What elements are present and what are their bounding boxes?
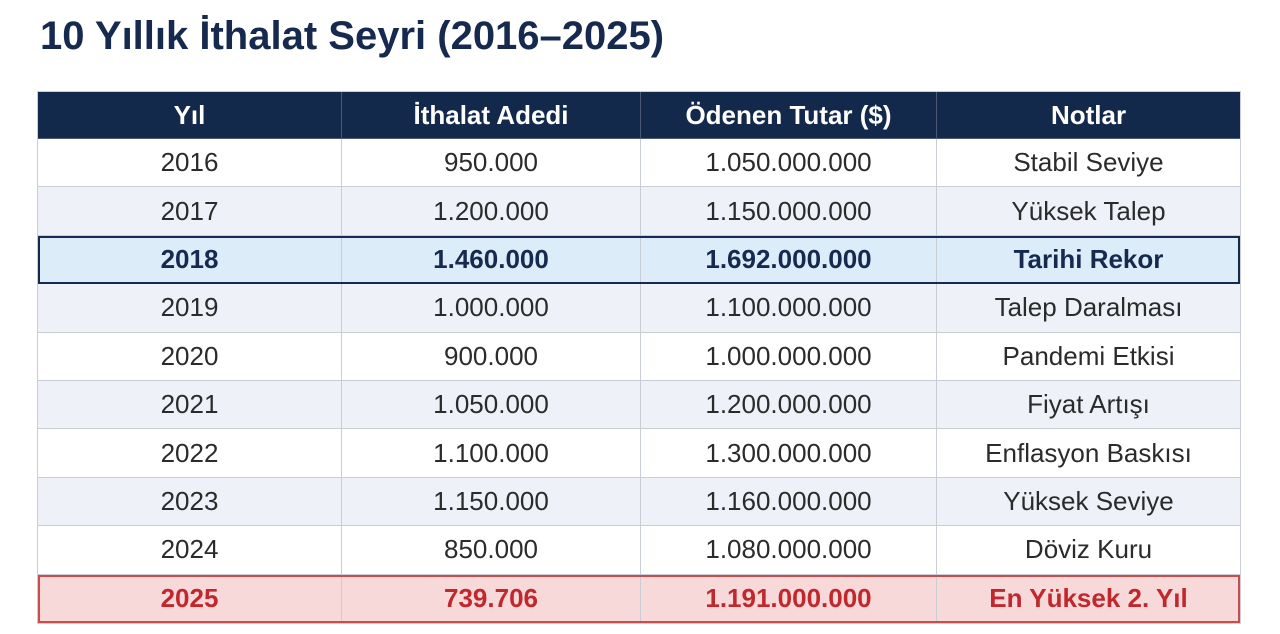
table-cell: Stabil Seviye — [937, 139, 1240, 188]
table-row: 2022 1.100.000 1.300.000.000 Enflasyon Bask… — [38, 429, 1240, 478]
table-row: 2018 1.460.000 1.692.000.000 Tarihi Rekor — [38, 235, 1240, 285]
table-cell: 1.150.000 — [342, 477, 641, 527]
table-cell: Enflasyon Baskısı — [937, 429, 1240, 478]
table-cell: 2024 — [38, 526, 342, 575]
table-row: 2016 950.000 1.050.000.000 Stabil Seviye — [38, 139, 1240, 188]
table-cell: 1.200.000.000 — [641, 380, 937, 430]
table-cell: Fiyat Artışı — [937, 381, 1240, 430]
table-cell: 1.000.000 — [342, 284, 641, 333]
table-cell: 1.692.000.000 — [641, 235, 937, 285]
table-cell: 2025 — [38, 574, 342, 623]
table-cell: 900.000 — [342, 332, 641, 381]
table-cell: 1.080.000.000 — [641, 526, 937, 575]
table-cell: 2016 — [38, 139, 342, 188]
table-cell: Döviz Kuru — [937, 526, 1240, 575]
table-row: 2025 739.706 1.191.000.000 En Yüksek 2. Yıl — [38, 574, 1240, 623]
table-cell: 2023 — [38, 477, 342, 527]
table-cell: 2019 — [38, 284, 342, 333]
column-header: Yıl — [38, 92, 342, 139]
table-cell: 1.191.000.000 — [641, 574, 937, 623]
table-cell: 1.300.000.000 — [641, 429, 937, 478]
table-cell: Pandemi Etkisi — [937, 333, 1240, 381]
table-cell: 1.100.000.000 — [641, 284, 937, 333]
column-header: Ödenen Tutar ($) — [641, 92, 937, 139]
data-table: Yıl İthalat Adedi Ödenen Tutar ($) Notlar 20… — [37, 91, 1241, 624]
column-header: Notlar — [937, 92, 1240, 139]
table-cell: Talep Daralması — [937, 284, 1240, 333]
table-row: 2021 1.050.000 1.200.000.000 Fiyat Artışı — [38, 380, 1240, 430]
table-row: 2019 1.000.000 1.100.000.000 Talep Daralmas… — [38, 284, 1240, 333]
table-cell: 1.150.000.000 — [641, 187, 937, 236]
table-cell: 2022 — [38, 429, 342, 478]
table-cell: 950.000 — [342, 139, 641, 188]
column-header: İthalat Adedi — [342, 92, 641, 139]
table-cell: Yüksek Talep — [937, 187, 1240, 236]
table-cell: 1.200.000 — [342, 187, 641, 236]
page-title: 10 Yıllık İthalat Seyri (2016–2025) — [40, 14, 665, 58]
table-cell: 2018 — [38, 235, 342, 285]
table-cell: 1.460.000 — [342, 235, 641, 285]
table-cell: 2017 — [38, 187, 342, 236]
table-cell: 850.000 — [342, 526, 641, 575]
table-row: 2017 1.200.000 1.150.000.000 Yüksek Talep — [38, 187, 1240, 236]
table-cell: En Yüksek 2. Yıl — [937, 575, 1240, 623]
table-cell: 739.706 — [342, 574, 641, 623]
table-row: 2023 1.150.000 1.160.000.000 Yüksek Seviye — [38, 477, 1240, 527]
table-row: 2024 850.000 1.080.000.000 Döviz Kuru — [38, 526, 1240, 575]
table-cell: Yüksek Seviye — [937, 478, 1240, 527]
table-row: 2020 900.000 1.000.000.000 Pandemi Etkisi — [38, 332, 1240, 381]
table-cell: 2021 — [38, 380, 342, 430]
header-row: Yıl İthalat Adedi Ödenen Tutar ($) Notlar — [38, 92, 1240, 139]
table-cell: 1.050.000 — [342, 380, 641, 430]
table-cell: 2020 — [38, 332, 342, 381]
table-cell: 1.160.000.000 — [641, 477, 937, 527]
table-cell: 1.050.000.000 — [641, 139, 937, 188]
table-cell: 1.100.000 — [342, 429, 641, 478]
table-cell: 1.000.000.000 — [641, 332, 937, 381]
table-cell: Tarihi Rekor — [937, 236, 1240, 285]
